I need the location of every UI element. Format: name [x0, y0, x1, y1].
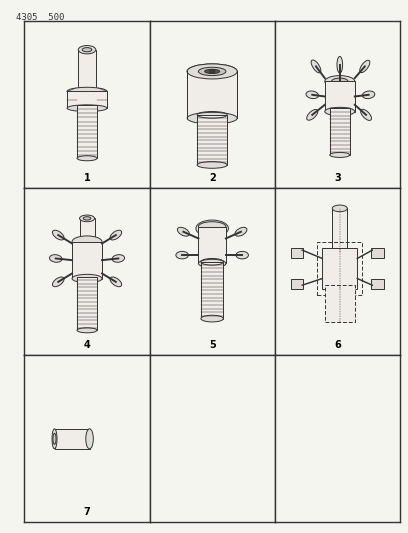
Ellipse shape — [198, 67, 226, 76]
Polygon shape — [187, 95, 210, 118]
Ellipse shape — [78, 45, 96, 54]
Ellipse shape — [325, 76, 355, 87]
Ellipse shape — [360, 60, 370, 72]
Ellipse shape — [196, 220, 228, 237]
Ellipse shape — [198, 222, 226, 232]
Ellipse shape — [82, 47, 92, 52]
Ellipse shape — [86, 429, 93, 449]
Ellipse shape — [311, 60, 321, 73]
FancyBboxPatch shape — [325, 82, 355, 111]
Ellipse shape — [306, 91, 319, 99]
Ellipse shape — [235, 227, 247, 236]
Ellipse shape — [236, 252, 248, 259]
Ellipse shape — [205, 69, 220, 74]
Ellipse shape — [52, 429, 57, 449]
FancyBboxPatch shape — [77, 277, 97, 330]
Text: 1: 1 — [84, 173, 91, 183]
Ellipse shape — [53, 277, 64, 287]
Ellipse shape — [53, 230, 64, 240]
FancyBboxPatch shape — [371, 248, 384, 259]
FancyBboxPatch shape — [72, 242, 102, 279]
Ellipse shape — [187, 112, 237, 124]
FancyBboxPatch shape — [80, 219, 95, 245]
Ellipse shape — [77, 156, 97, 161]
Text: 7: 7 — [84, 507, 91, 518]
FancyBboxPatch shape — [67, 92, 107, 108]
Ellipse shape — [72, 236, 102, 248]
Ellipse shape — [198, 260, 226, 268]
Ellipse shape — [361, 109, 372, 120]
Text: 4: 4 — [84, 340, 91, 350]
Text: 6: 6 — [334, 340, 341, 350]
Ellipse shape — [337, 56, 343, 73]
FancyBboxPatch shape — [78, 50, 96, 96]
FancyBboxPatch shape — [371, 279, 384, 288]
FancyBboxPatch shape — [291, 248, 304, 259]
Ellipse shape — [198, 67, 226, 76]
FancyBboxPatch shape — [77, 105, 97, 158]
FancyBboxPatch shape — [197, 115, 227, 165]
FancyBboxPatch shape — [198, 227, 226, 263]
Ellipse shape — [49, 255, 62, 262]
Ellipse shape — [80, 215, 95, 222]
FancyBboxPatch shape — [55, 429, 89, 449]
Ellipse shape — [187, 64, 237, 79]
FancyBboxPatch shape — [332, 208, 347, 252]
Text: 4305  500: 4305 500 — [16, 13, 65, 22]
Ellipse shape — [112, 255, 124, 262]
Ellipse shape — [67, 87, 107, 95]
FancyBboxPatch shape — [187, 71, 237, 118]
Ellipse shape — [330, 152, 350, 157]
Text: 3: 3 — [334, 173, 341, 183]
Ellipse shape — [202, 223, 222, 233]
Ellipse shape — [83, 217, 91, 220]
FancyBboxPatch shape — [325, 285, 355, 322]
Ellipse shape — [307, 109, 318, 120]
FancyBboxPatch shape — [322, 248, 357, 288]
Ellipse shape — [325, 107, 355, 116]
Ellipse shape — [201, 315, 224, 322]
Ellipse shape — [205, 69, 220, 74]
Text: 5: 5 — [209, 340, 215, 350]
Ellipse shape — [332, 205, 347, 212]
Ellipse shape — [78, 93, 96, 100]
FancyBboxPatch shape — [201, 262, 224, 319]
Ellipse shape — [53, 433, 56, 445]
Ellipse shape — [72, 274, 102, 282]
Ellipse shape — [362, 91, 375, 99]
Ellipse shape — [110, 230, 122, 240]
Ellipse shape — [187, 64, 237, 79]
FancyBboxPatch shape — [330, 108, 350, 155]
Ellipse shape — [332, 78, 348, 85]
Ellipse shape — [176, 252, 188, 259]
Ellipse shape — [177, 227, 189, 236]
Text: 2: 2 — [209, 173, 215, 183]
Ellipse shape — [197, 161, 227, 168]
Ellipse shape — [77, 328, 97, 333]
Ellipse shape — [110, 277, 122, 287]
Ellipse shape — [67, 105, 107, 111]
FancyBboxPatch shape — [291, 279, 304, 288]
